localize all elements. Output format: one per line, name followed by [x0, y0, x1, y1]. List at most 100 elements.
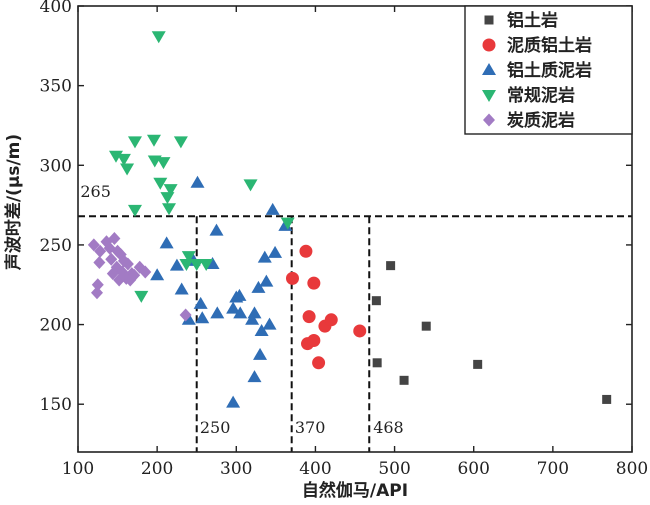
data-point — [226, 395, 241, 408]
data-point — [473, 359, 483, 369]
data-point — [193, 296, 208, 309]
data-point — [421, 321, 431, 331]
legend-label: 炭质泥岩 — [507, 110, 575, 131]
legend-marker — [483, 113, 495, 127]
data-point — [299, 244, 313, 258]
data-point — [94, 244, 107, 258]
series-2 — [150, 175, 293, 408]
x-tick-label: 200 — [141, 459, 173, 479]
y-tick-label: 200 — [40, 316, 72, 336]
data-point — [386, 261, 396, 271]
data-point — [232, 288, 247, 301]
data-point — [169, 258, 184, 271]
data-point — [243, 179, 258, 192]
legend-marker — [482, 90, 496, 102]
data-point — [163, 184, 178, 197]
data-point — [268, 245, 283, 258]
data-point — [162, 203, 177, 216]
data-point — [245, 312, 260, 325]
data-point — [371, 296, 381, 306]
data-point — [117, 254, 130, 268]
data-point — [174, 282, 189, 295]
y-tick-label: 250 — [40, 236, 72, 256]
y-tick-label: 150 — [40, 395, 72, 415]
reference-value-label: 250 — [200, 418, 231, 437]
data-point — [251, 280, 266, 293]
data-point — [173, 136, 188, 149]
data-point — [120, 163, 135, 176]
data-point — [160, 192, 175, 205]
data-point — [159, 236, 174, 249]
data-point — [265, 202, 280, 215]
reference-lines — [78, 215, 632, 452]
data-point — [91, 278, 104, 292]
series-4 — [87, 232, 192, 322]
data-point — [105, 252, 118, 266]
data-point — [106, 267, 119, 281]
data-point — [124, 273, 137, 287]
data-point — [87, 238, 100, 252]
x-tick-label: 600 — [457, 459, 489, 479]
x-tick-label: 100 — [62, 459, 94, 479]
y-tick-label: 400 — [40, 0, 72, 17]
x-tick-label: 300 — [220, 459, 252, 479]
data-point — [312, 356, 326, 370]
series-3 — [108, 31, 295, 303]
data-point — [150, 268, 165, 281]
data-point — [307, 276, 321, 290]
data-point — [179, 308, 192, 322]
data-point — [259, 274, 274, 287]
data-point — [233, 306, 248, 319]
x-tick-label: 500 — [378, 459, 410, 479]
data-point — [156, 157, 171, 170]
legend-label: 泥质铝土岩 — [507, 35, 592, 56]
reference-value-label: 265 — [80, 182, 111, 201]
legend-marker — [482, 38, 496, 52]
data-point — [353, 324, 367, 338]
x-tick-label: 400 — [299, 459, 331, 479]
data-point — [90, 286, 103, 300]
data-point — [195, 311, 210, 324]
data-point — [127, 136, 142, 149]
data-point — [179, 259, 194, 272]
data-point — [181, 251, 196, 264]
data-point — [146, 134, 161, 147]
plot-frame — [77, 5, 633, 453]
data-point — [121, 257, 134, 271]
data-point — [247, 306, 262, 319]
legend-marker — [482, 63, 496, 75]
data-point — [372, 358, 382, 368]
data-point — [257, 250, 272, 263]
data-point — [210, 306, 225, 319]
axes: 100 200 300 400 500 600 700 800 150 200 250 300 350 4… — [40, 0, 649, 479]
data-point — [307, 334, 321, 347]
data-point — [209, 223, 224, 236]
legend-label: 常规泥岩 — [507, 85, 575, 106]
data-point — [199, 259, 214, 272]
data-point — [189, 259, 204, 272]
data-point — [247, 370, 262, 383]
data-point — [153, 177, 168, 190]
data-point — [116, 153, 131, 166]
y-axis-title: 声波时差/(μs/m) — [3, 134, 24, 271]
data-point — [324, 313, 338, 327]
data-point — [190, 175, 205, 188]
data-point — [285, 271, 299, 285]
data-point — [280, 217, 295, 230]
x-tick-label: 800 — [616, 459, 648, 479]
series-1 — [285, 244, 367, 370]
data-point — [262, 317, 277, 330]
x-axis-title: 自然伽马/API — [302, 480, 408, 501]
data-point — [108, 150, 123, 163]
legend-label: 铝土质泥岩 — [507, 60, 592, 81]
data-point — [253, 347, 268, 360]
data-point — [139, 265, 152, 279]
data-point — [602, 394, 612, 404]
data-point — [108, 232, 121, 246]
series-0 — [371, 261, 612, 404]
x-tick-label: 700 — [537, 459, 569, 479]
reference-value-label: 468 — [373, 418, 404, 437]
data-point — [93, 255, 106, 269]
